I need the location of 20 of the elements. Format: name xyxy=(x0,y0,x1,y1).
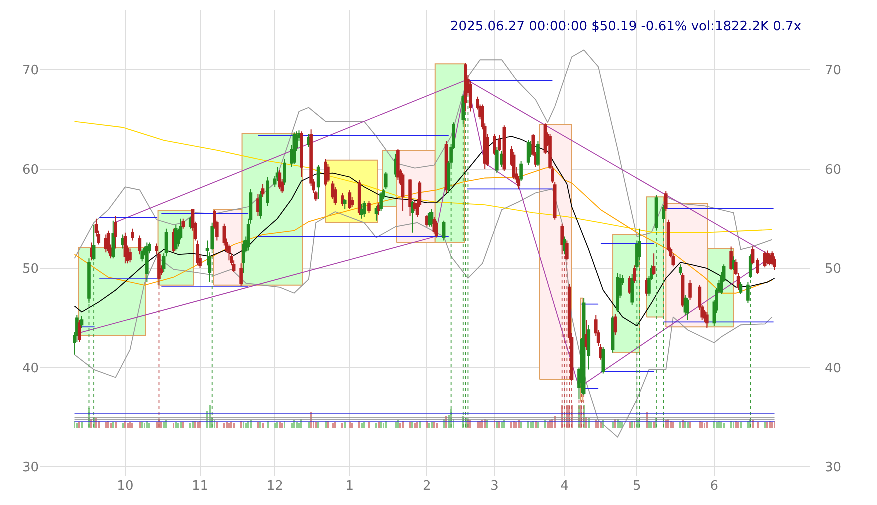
x-tick-label: 10 xyxy=(117,479,134,494)
x-tick-label: 3 xyxy=(490,479,499,494)
x-tick-label: 6 xyxy=(710,479,719,494)
x-tick-label: 4 xyxy=(560,479,569,494)
y-tick-label: 50 xyxy=(22,262,39,278)
x-tick-label: 5 xyxy=(633,479,642,494)
y2-tick-label: 50 xyxy=(825,262,842,278)
y-tick-label: 40 xyxy=(22,361,39,376)
x-tick-label: 11 xyxy=(192,479,209,494)
x-tick-label: 2 xyxy=(423,479,432,494)
y2-tick-label: 60 xyxy=(825,162,842,178)
x-tick-label: 1 xyxy=(346,479,354,494)
text: 2025.06.27 00:00:00 $50.19 -0.61% vol:1822.2K 0.7x xyxy=(450,19,802,34)
y2-tick-label: 40 xyxy=(825,361,842,376)
y-tick-label: 60 xyxy=(22,162,39,178)
x-tick-label: 12 xyxy=(266,479,284,494)
y2-tick-label: 70 xyxy=(825,64,842,79)
y2-tick-label: 30 xyxy=(825,460,842,476)
y-tick-label: 70 xyxy=(22,64,39,79)
y-tick-label: 30 xyxy=(22,460,39,476)
